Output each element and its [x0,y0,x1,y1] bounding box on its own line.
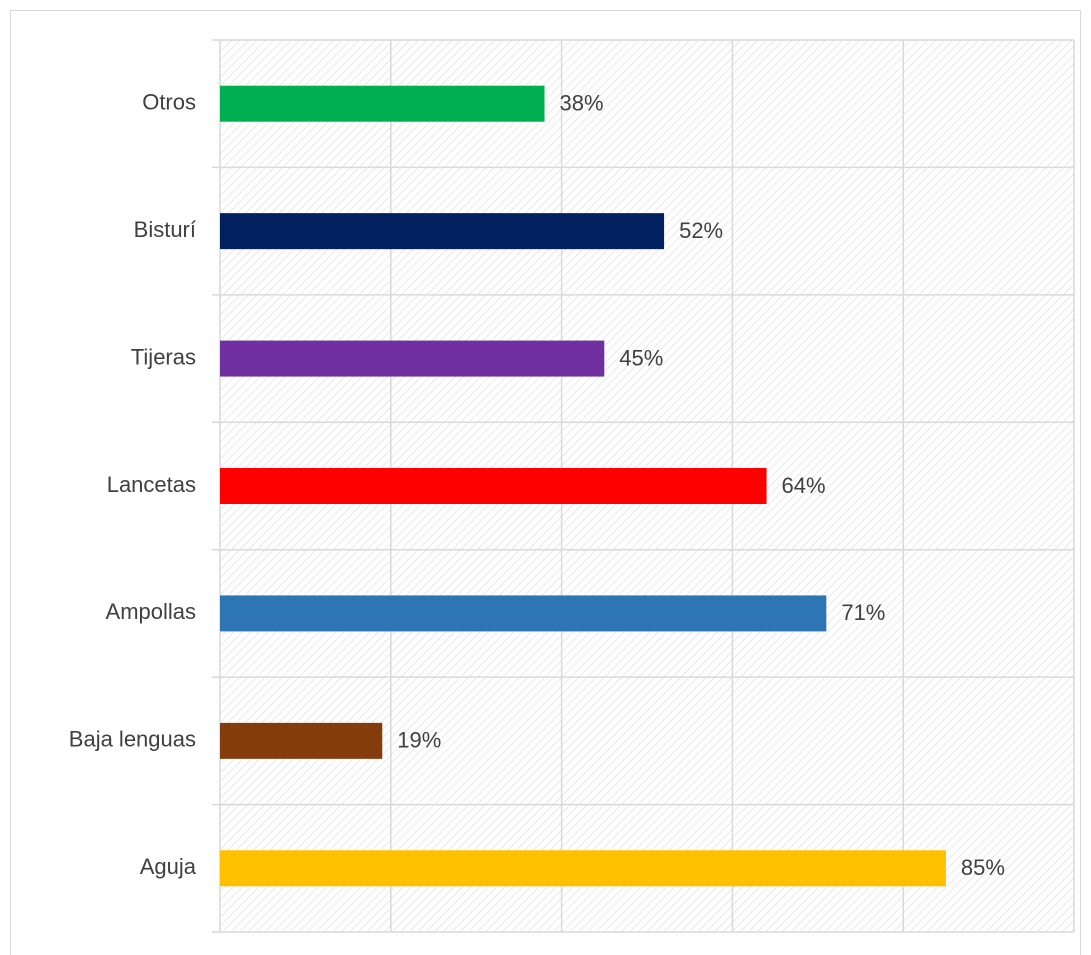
y-tick-label: Tijeras [131,344,196,369]
chart-border [10,10,1081,955]
y-tick-label: Otros [142,90,196,115]
data-label: 45% [619,345,663,370]
y-tick-label: Ampollas [106,599,196,624]
data-label: 19% [397,728,441,753]
bar [220,850,946,887]
data-label: 71% [841,600,885,625]
bar [220,595,827,632]
bar [220,213,665,250]
bar [220,722,383,759]
bar [220,340,605,377]
data-label: 52% [679,218,723,243]
bar [220,468,767,504]
y-tick-label: Lancetas [107,472,196,497]
data-label: 85% [961,855,1005,880]
y-tick-label: Aguja [140,854,197,879]
y-tick-label: Baja lenguas [69,727,196,752]
data-label: 38% [560,91,604,116]
data-label: 64% [782,473,826,498]
bar [220,85,545,122]
y-tick-label: Bisturí [134,217,196,242]
